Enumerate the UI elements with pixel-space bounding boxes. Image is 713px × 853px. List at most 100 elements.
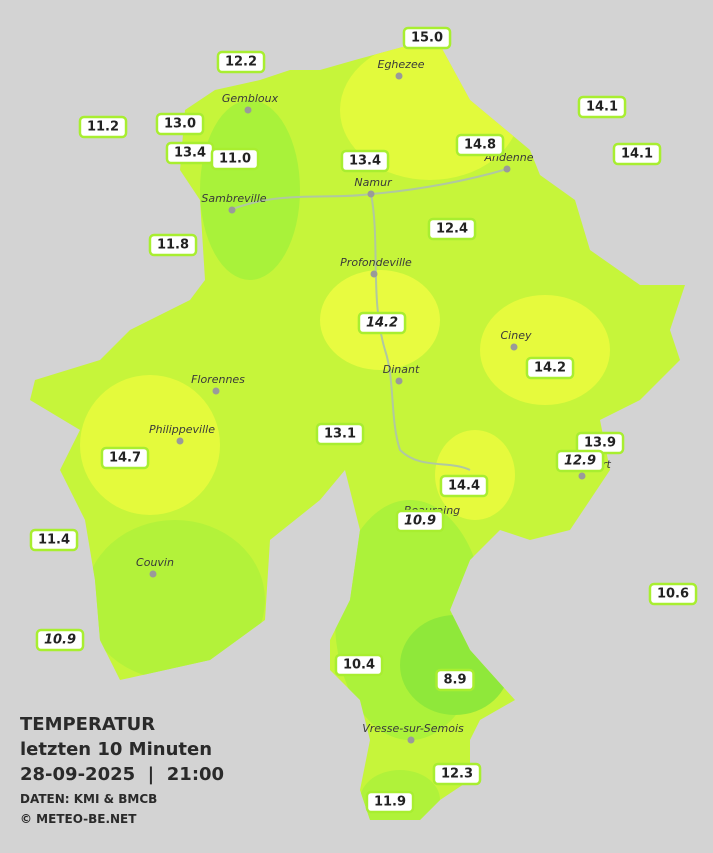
station-value: 10.9 [44,633,76,648]
station: 13.4 [340,149,390,173]
station-value: 13.4 [174,146,206,161]
station: 12.3 [432,762,482,786]
station-value: 14.2 [534,361,566,376]
station-box [210,147,260,171]
station: 14.4 [439,474,489,498]
station: 12.2 [216,50,266,74]
city-dot [407,736,415,744]
city-dot [367,190,375,198]
station-box [402,26,452,50]
station-box [155,112,205,136]
station-box [216,50,266,74]
station-value: 11.4 [38,533,70,548]
station-value: 12.3 [441,767,473,782]
city-label: Ciney [501,329,532,342]
station: 10.9 [35,628,85,652]
station: 14.1 [612,142,662,166]
station-value: 14.1 [621,147,653,162]
station-box [395,509,445,533]
city-label: Philippeville [149,423,215,436]
station-value: 15.0 [411,31,443,46]
station-box [648,582,698,606]
station-value: 12.4 [436,222,468,237]
station-box [340,149,390,173]
station-value: 10.4 [343,658,375,673]
city-dot [503,165,511,173]
station-box [78,115,128,139]
station-box [334,653,384,677]
city-label: Couvin [136,556,174,569]
station-box [315,422,365,446]
station: 13.1 [315,422,365,446]
station: 10.6 [648,582,698,606]
city-dot [510,343,518,351]
date-time: 28-09-2025 | 21:00 [20,764,224,785]
station-box [455,133,505,157]
station-value: 13.9 [584,436,616,451]
station-box [439,474,489,498]
station-value: 14.4 [448,479,480,494]
station-box [435,668,475,692]
station-value: 13.1 [324,427,356,442]
station-box [100,446,150,470]
station: 11.0 [210,147,260,171]
station: 11.9 [365,790,415,814]
station: 13.0 [155,112,205,136]
station-value: 14.8 [464,138,496,153]
city-dot [149,570,157,578]
station-value: 14.1 [586,100,618,115]
station-box [555,449,605,473]
city-label: Sambreville [201,192,266,205]
station-box [612,142,662,166]
city-dot [395,377,403,385]
station-box [357,311,407,335]
station-value: 11.9 [374,795,406,810]
city-label: Namur [354,176,393,189]
station-box [525,356,575,380]
station-value: 13.4 [349,154,381,169]
station-value: 14.2 [366,316,398,331]
station: 8.9 [435,668,475,692]
station-box [29,528,79,552]
city-dot [244,106,252,114]
station-value: 12.9 [564,454,596,469]
city-dot [176,437,184,445]
station-value: 11.0 [219,152,251,167]
city-dot [578,472,586,480]
station: 14.2 [357,311,407,335]
city-label: Eghezee [378,58,425,71]
station-value: 14.7 [109,451,141,466]
title: TEMPERATUR [20,714,155,735]
station-value: 8.9 [443,673,466,688]
city-dot [212,387,220,395]
station-box [35,628,85,652]
station-box [148,233,198,257]
station-value: 10.9 [404,514,436,529]
station: 11.8 [148,233,198,257]
station-value: 11.2 [87,120,119,135]
station-value: 10.6 [657,587,689,602]
station-box [365,790,415,814]
station: 11.4 [29,528,79,552]
station-box [427,217,477,241]
station-box [577,95,627,119]
city-label: Vresse-sur-Semois [362,722,464,735]
station: 10.4 [334,653,384,677]
station-box [432,762,482,786]
station: 10.9 [395,509,445,533]
station: 12.4 [427,217,477,241]
stations: 15.0 12.2 14.1 11.2 13.0 13.4 11.0 13.4 14.8 14.1… [29,26,698,814]
station: 13.4 [165,141,215,165]
station: 14.8 [455,133,505,157]
city-dot [370,270,378,278]
source: DATEN: KMI & BMCB [20,792,157,806]
city-dot [228,206,236,214]
city-label: Gembloux [222,92,279,105]
station-value: 13.0 [164,117,196,132]
city-label: Dinant [383,363,420,376]
city-label: Florennes [191,373,245,386]
station: 14.1 [577,95,627,119]
station-value: 12.2 [225,55,257,70]
